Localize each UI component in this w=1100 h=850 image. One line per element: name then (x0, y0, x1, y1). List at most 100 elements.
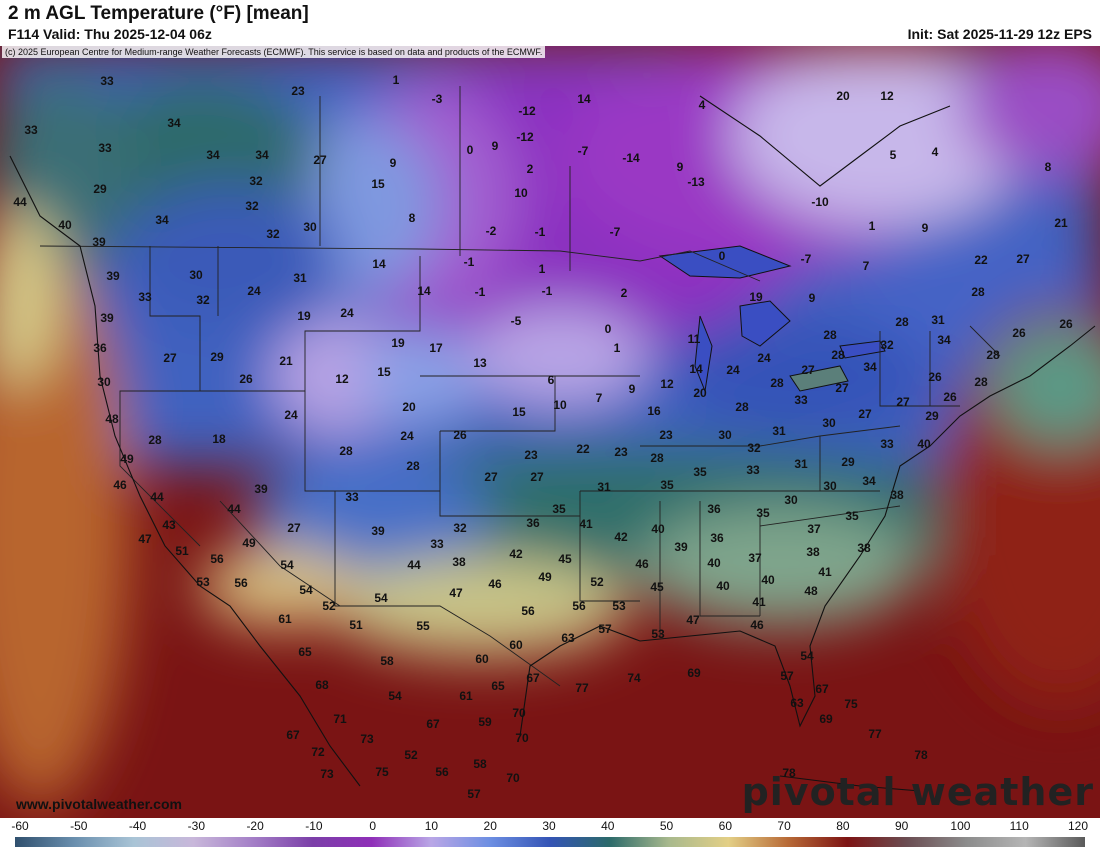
temp-label: 24 (400, 429, 414, 443)
temp-label: 28 (735, 400, 749, 414)
temp-label: 4 (699, 98, 706, 112)
temp-label: 24 (757, 351, 771, 365)
temp-label: 38 (857, 541, 871, 555)
temp-label: 49 (538, 570, 552, 584)
temp-label: 39 (371, 524, 385, 538)
temp-label: 10 (553, 398, 567, 412)
temp-label: 8 (409, 211, 416, 225)
temp-label: 28 (895, 315, 909, 329)
temp-label: 41 (752, 595, 766, 609)
colorbar-tick: 100 (950, 819, 971, 833)
temp-label: 2 (621, 286, 628, 300)
colorbar-tick: 80 (836, 819, 850, 833)
temp-label: 6 (548, 373, 555, 387)
temp-label: 15 (371, 177, 385, 191)
temp-label: 0 (719, 249, 726, 263)
temp-label: 69 (687, 666, 701, 680)
temp-label: 27 (484, 470, 498, 484)
temp-label: 21 (279, 354, 293, 368)
colorbar-tick: 90 (894, 819, 909, 833)
temp-label: 46 (635, 557, 649, 571)
temp-label: 2 (527, 162, 534, 176)
temp-label: 32 (196, 293, 210, 307)
temp-label: 22 (974, 253, 988, 267)
temp-label: 29 (210, 350, 224, 364)
temp-label: 30 (822, 416, 836, 430)
temp-label: 58 (380, 654, 394, 668)
colorbar-tick: -60 (11, 819, 29, 833)
site-url[interactable]: www.pivotalweather.com (16, 796, 182, 812)
init-time: Init: Sat 2025-11-29 12z EPS (907, 26, 1092, 42)
temp-label: 35 (552, 502, 566, 516)
temp-label: 36 (93, 341, 107, 355)
temp-label: 67 (286, 728, 300, 742)
temp-label: 35 (660, 478, 674, 492)
temp-label: 40 (917, 437, 931, 451)
temp-label: 38 (452, 555, 466, 569)
temp-label: 26 (1012, 326, 1026, 340)
temp-label: 0 (467, 143, 474, 157)
colorbar-tick: -50 (70, 819, 88, 833)
temp-label: 49 (242, 536, 256, 550)
temp-label: 30 (303, 220, 317, 234)
temp-label: 37 (748, 551, 762, 565)
temp-label: 9 (809, 291, 816, 305)
temp-label: 40 (761, 573, 775, 587)
temp-label: 40 (651, 522, 665, 536)
temp-label: 30 (97, 375, 111, 389)
temp-label: 33 (794, 393, 808, 407)
temp-label: 54 (374, 591, 388, 605)
temp-label: 1 (614, 341, 621, 355)
temp-label: -5 (511, 314, 522, 328)
temp-label: 23 (524, 448, 538, 462)
temp-label: 49 (120, 452, 134, 466)
temp-label: 34 (255, 148, 269, 162)
temp-label: 23 (659, 428, 673, 442)
temp-label: 59 (478, 715, 492, 729)
temp-label: 24 (247, 284, 261, 298)
temp-label: 19 (297, 309, 311, 323)
temp-label: 42 (509, 547, 523, 561)
temp-label: 56 (210, 552, 224, 566)
temperature-field (0, 46, 1100, 806)
temp-label: 56 (572, 599, 586, 613)
temperature-map[interactable]: 33 23 1 -3 -12 14 4 20 12 33 34 0 9 -12 -7 -14 5 4 8 33 34 34… (0, 46, 1100, 818)
temp-label: 61 (459, 689, 473, 703)
temp-label: 56 (521, 604, 535, 618)
temp-label: 34 (863, 360, 877, 374)
temp-label: 20 (693, 386, 707, 400)
temp-label: -1 (464, 255, 475, 269)
temp-label: -14 (622, 151, 640, 165)
temp-label: 42 (614, 530, 628, 544)
temp-label: 27 (896, 395, 910, 409)
temp-label: 14 (372, 257, 386, 271)
temp-label: 15 (377, 365, 391, 379)
map-header: 2 m AGL Temperature (°F) [mean] F114 Val… (0, 0, 1100, 46)
temp-label: 27 (801, 363, 815, 377)
temp-label: 51 (349, 618, 363, 632)
temp-label: 28 (986, 348, 1000, 362)
temp-label: 74 (627, 671, 641, 685)
temp-label: 40 (716, 579, 730, 593)
colorbar-tick: 20 (483, 819, 497, 833)
temp-label: -10 (811, 195, 829, 209)
temp-label: -12 (516, 130, 534, 144)
temp-label: 19 (391, 336, 405, 350)
temp-label: 13 (473, 356, 487, 370)
colorbar-tick: 10 (424, 819, 439, 833)
temp-label: -7 (578, 144, 589, 158)
temp-label: 31 (794, 457, 808, 471)
temp-label: 28 (770, 376, 784, 390)
brand-logo: pivotal weather (741, 770, 1094, 814)
temp-label: 56 (435, 765, 449, 779)
temp-label: 57 (598, 622, 612, 636)
temp-label: 18 (212, 432, 226, 446)
temp-label: 9 (629, 382, 636, 396)
temp-label: 39 (106, 269, 120, 283)
temp-label: 33 (138, 290, 152, 304)
temp-label: 33 (100, 74, 114, 88)
temp-label: 1 (539, 262, 546, 276)
temp-label: 5 (890, 148, 897, 162)
temp-label: 29 (841, 455, 855, 469)
temp-label: 41 (818, 565, 832, 579)
